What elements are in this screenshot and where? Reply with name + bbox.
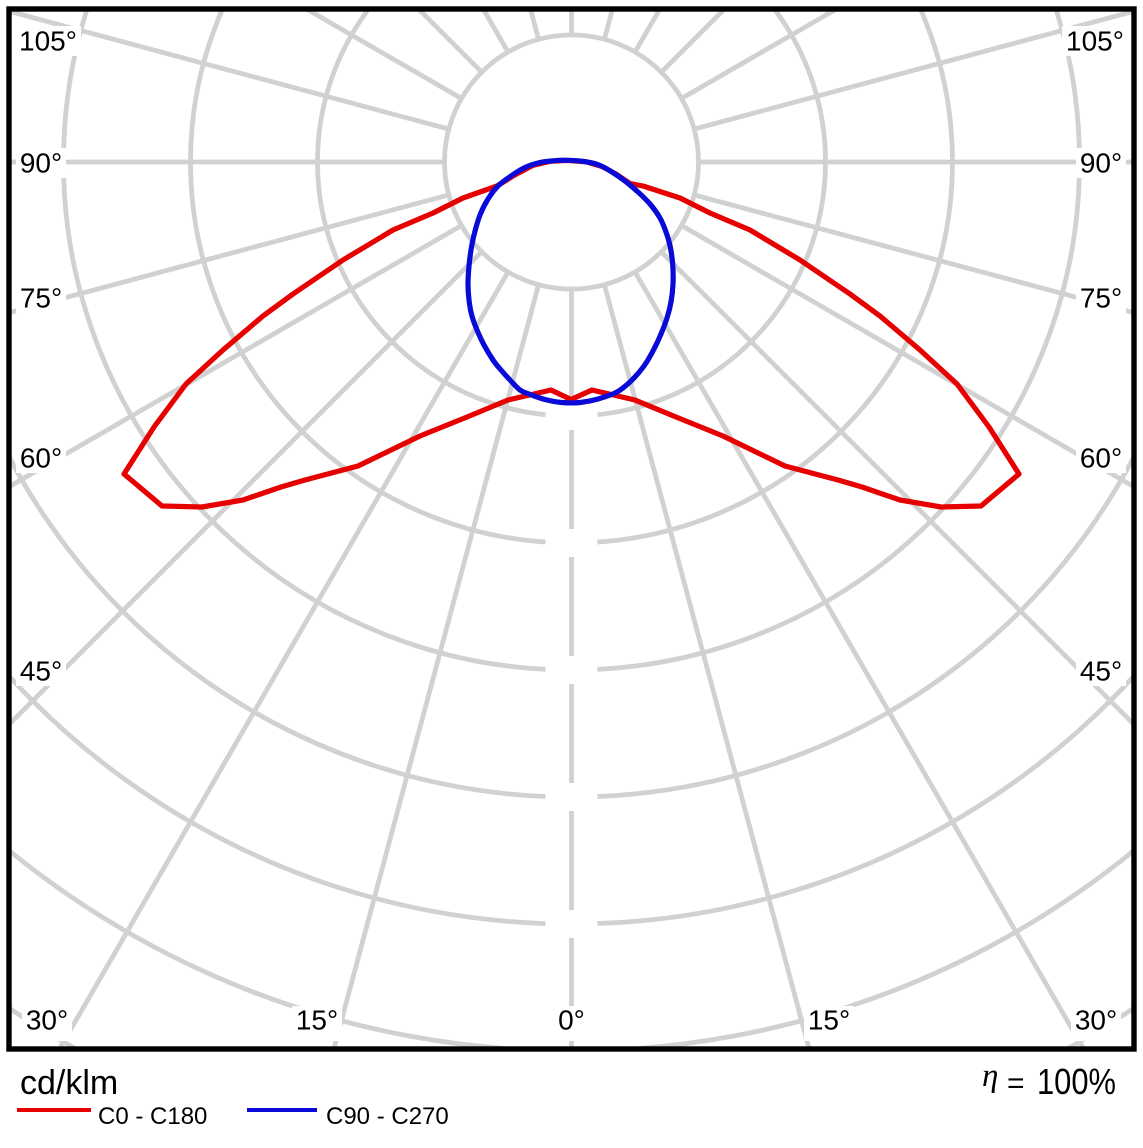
svg-text:0°: 0°	[558, 1005, 585, 1036]
svg-text:60°: 60°	[1080, 443, 1122, 474]
svg-text:100%: 100%	[1037, 1061, 1116, 1102]
svg-text:45°: 45°	[20, 656, 62, 687]
svg-text:75°: 75°	[20, 283, 62, 314]
svg-text:C0 - C180: C0 - C180	[98, 1103, 207, 1130]
svg-text:15°: 15°	[808, 1005, 850, 1036]
svg-text:60°: 60°	[20, 443, 62, 474]
svg-text:30°: 30°	[26, 1005, 68, 1036]
svg-text:30°: 30°	[1075, 1005, 1117, 1036]
svg-text:90°: 90°	[20, 148, 62, 179]
svg-text:90°: 90°	[1080, 148, 1122, 179]
svg-text:105°: 105°	[1066, 26, 1124, 57]
svg-text:cd/klm: cd/klm	[20, 1064, 118, 1102]
svg-text:15°: 15°	[296, 1005, 338, 1036]
svg-text:η: η	[982, 1058, 998, 1094]
svg-text:=: =	[1007, 1067, 1025, 1100]
svg-text:105°: 105°	[19, 26, 77, 57]
svg-text:45°: 45°	[1080, 656, 1122, 687]
svg-text:C90 - C270: C90 - C270	[326, 1103, 449, 1130]
svg-text:75°: 75°	[1080, 283, 1122, 314]
